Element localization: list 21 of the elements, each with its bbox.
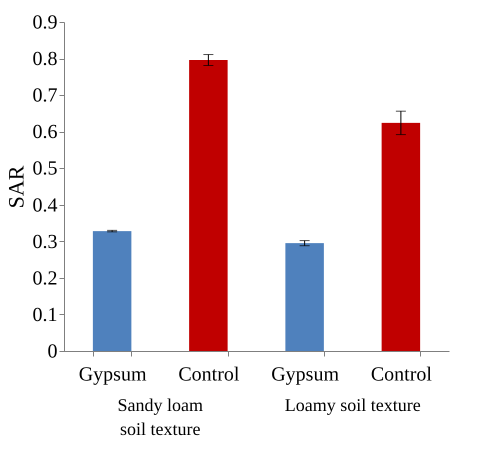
bar bbox=[189, 60, 228, 351]
x-tick-label: Control bbox=[370, 364, 432, 386]
y-tick-label: 0.9 bbox=[32, 12, 58, 34]
y-axis-title: SAR bbox=[4, 165, 28, 208]
y-tick-label: 0 bbox=[48, 340, 58, 362]
x-tick-label: Control bbox=[178, 364, 240, 386]
y-tick-label: 0.6 bbox=[32, 121, 58, 144]
y-tick-label: 0.5 bbox=[32, 158, 58, 180]
y-tick-label: 0.1 bbox=[32, 304, 58, 326]
x-tick-label: Gypsum bbox=[78, 364, 147, 386]
text: Sandy loam soil texture bbox=[118, 395, 203, 439]
y-tick-label: 0.3 bbox=[32, 230, 58, 253]
bar bbox=[92, 231, 132, 351]
y-tick-label: 0.8 bbox=[32, 48, 58, 70]
y-tick-label: 0.7 bbox=[32, 84, 58, 107]
y-tick-label: 0.4 bbox=[32, 194, 58, 216]
x-tick-label: Gypsum bbox=[271, 364, 340, 386]
bar bbox=[382, 122, 420, 351]
bar bbox=[285, 243, 324, 351]
y-tick-label: 0.2 bbox=[32, 267, 58, 290]
text: Loamy soil texture bbox=[284, 395, 421, 415]
